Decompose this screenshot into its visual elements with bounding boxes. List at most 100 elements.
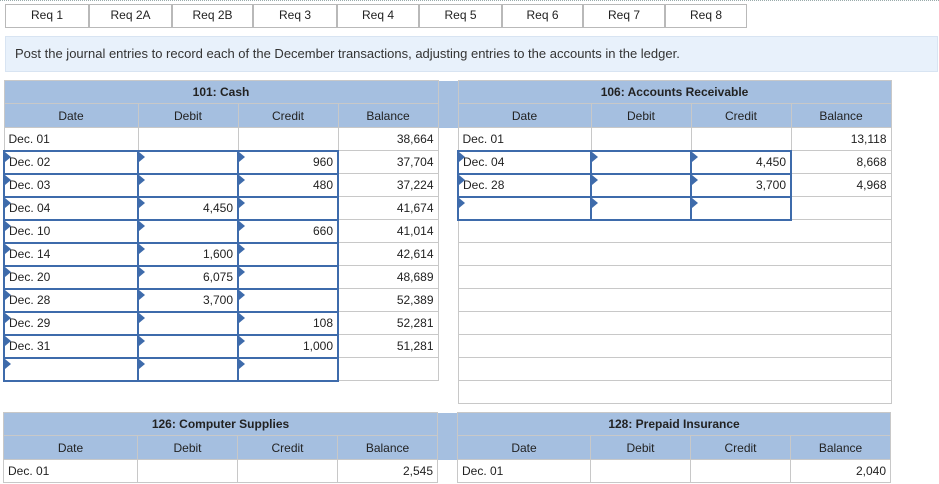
- cash-balance-header: Balance: [337, 103, 439, 128]
- insurance-balance-header: Balance: [789, 435, 892, 460]
- cash-credit-header: Credit: [237, 103, 339, 128]
- supplies-credit-header: Credit: [237, 435, 338, 460]
- tab-req-7[interactable]: Req 7: [583, 4, 665, 28]
- cash-balance: 41,014: [337, 219, 439, 243]
- tab-req-4[interactable]: Req 4: [337, 4, 419, 28]
- ar-date-input[interactable]: [457, 195, 593, 221]
- cash-date-input[interactable]: Dec. 02: [3, 149, 139, 175]
- ar-credit: [690, 127, 792, 151]
- cash-balance: 52,281: [337, 311, 439, 335]
- tab-req-8[interactable]: Req 8: [665, 4, 747, 28]
- cash-date-input[interactable]: Dec. 04: [3, 195, 139, 221]
- cash-date-input[interactable]: Dec. 31: [3, 333, 139, 359]
- table-row: [3, 356, 892, 382]
- cash-balance: 41,674: [337, 196, 439, 220]
- cash-debit-input[interactable]: 6,075: [137, 264, 239, 290]
- tab-req-6[interactable]: Req 6: [502, 4, 583, 28]
- insurance-date-header: Date: [457, 435, 591, 460]
- table-row: Dec. 20 6,075 48,689: [3, 264, 892, 290]
- table-row: Dec. 28 3,700 52,389: [3, 287, 892, 313]
- ar-balance-header: Balance: [790, 103, 892, 128]
- supplies-balance-header: Balance: [337, 435, 438, 460]
- cash-credit-input[interactable]: [237, 195, 339, 221]
- tab-req-3[interactable]: Req 3: [253, 4, 337, 28]
- ar-date-input[interactable]: Dec. 28: [457, 172, 593, 198]
- tab-req-2a[interactable]: Req 2A: [89, 4, 172, 28]
- cash-balance: 42,614: [337, 242, 439, 266]
- cash-credit-input[interactable]: [237, 264, 339, 290]
- ar-debit-input[interactable]: [590, 195, 693, 221]
- ar-date: Dec. 01: [457, 127, 592, 151]
- cash-debit-input[interactable]: [137, 149, 239, 175]
- cash-date-input[interactable]: Dec. 28: [3, 287, 139, 313]
- supplies-debit: [137, 459, 238, 483]
- ar-debit-input[interactable]: [590, 149, 693, 175]
- insurance-account-title: 128: Prepaid Insurance: [456, 412, 892, 436]
- insurance-debit-header: Debit: [590, 435, 691, 460]
- insurance-date: Dec. 01: [457, 459, 591, 483]
- cash-debit-input[interactable]: [137, 310, 239, 336]
- supplies-date: Dec. 01: [3, 459, 138, 483]
- ar-credit-input[interactable]: 3,700: [690, 172, 793, 198]
- cash-date-input[interactable]: Dec. 20: [3, 264, 139, 290]
- cash-debit-input[interactable]: [137, 333, 239, 359]
- cash-debit-input[interactable]: [137, 218, 239, 244]
- cash-date-input[interactable]: Dec. 29: [3, 310, 139, 336]
- cash-credit-input[interactable]: 480: [237, 172, 339, 198]
- cash-date-input[interactable]: [3, 356, 139, 382]
- ar-credit-input[interactable]: [690, 195, 793, 221]
- supplies-date-header: Date: [3, 435, 138, 460]
- cash-date-input[interactable]: Dec. 14: [3, 241, 139, 267]
- insurance-debit: [590, 459, 691, 483]
- supplies-balance: 2,545: [337, 459, 438, 483]
- cash-date-header: Date: [3, 103, 139, 128]
- insurance-credit: [690, 459, 791, 483]
- cash-date: Dec. 01: [3, 127, 139, 151]
- table-row: Dec. 03 480 37,224 Dec. 28 3,700 4,968: [3, 172, 892, 198]
- supplies-account-title: 126: Computer Supplies: [3, 412, 438, 436]
- table-row: Dec. 02 960 37,704 Dec. 04 4,450 8,668: [3, 149, 892, 175]
- cash-credit-input[interactable]: [237, 287, 339, 313]
- ledger-bottom: 126: Computer Supplies 128: Prepaid Insu…: [3, 412, 892, 483]
- cash-date-input[interactable]: Dec. 03: [3, 172, 139, 198]
- cash-debit: [137, 127, 239, 151]
- ar-debit-header: Debit: [590, 103, 692, 128]
- cash-debit-input[interactable]: 1,600: [137, 241, 239, 267]
- ar-balance: 13,118: [790, 127, 892, 151]
- table-row: Dec. 14 1,600 42,614: [3, 241, 892, 267]
- cash-debit-header: Debit: [137, 103, 239, 128]
- cash-credit: [237, 127, 339, 151]
- cash-balance: 51,281: [337, 334, 439, 358]
- ledger-top: 101: Cash 106: Accounts Receivable Date …: [3, 80, 892, 404]
- insurance-balance: 2,040: [789, 459, 892, 483]
- ar-credit-input[interactable]: 4,450: [690, 149, 793, 175]
- ar-date-input[interactable]: Dec. 04: [457, 149, 593, 175]
- cash-credit-input[interactable]: 960: [237, 149, 339, 175]
- ar-balance: 4,968: [790, 173, 892, 197]
- tab-req-1[interactable]: Req 1: [5, 4, 89, 28]
- table-row: Dec. 01 2,545 Dec. 01 2,040: [3, 459, 892, 483]
- cash-debit-input[interactable]: [137, 172, 239, 198]
- requirement-tabs: Req 1 Req 2A Req 2B Req 3 Req 4 Req 5 Re…: [0, 0, 939, 30]
- ar-balance: [790, 196, 892, 220]
- tab-req-2b[interactable]: Req 2B: [172, 4, 253, 28]
- table-row: Dec. 01 38,664 Dec. 01 13,118: [3, 127, 892, 151]
- cash-debit-input[interactable]: 3,700: [137, 287, 239, 313]
- ar-debit-input[interactable]: [590, 172, 693, 198]
- cash-credit-input[interactable]: 1,000: [237, 333, 339, 359]
- cash-debit-input[interactable]: [137, 356, 239, 382]
- tab-req-5[interactable]: Req 5: [419, 4, 502, 28]
- table-row: Dec. 04 4,450 41,674: [3, 195, 892, 221]
- supplies-credit: [237, 459, 338, 483]
- cash-account-title: 101: Cash: [3, 80, 439, 104]
- cash-credit-input[interactable]: 108: [237, 310, 339, 336]
- cash-credit-input[interactable]: [237, 356, 339, 382]
- cash-date-input[interactable]: Dec. 10: [3, 218, 139, 244]
- insurance-credit-header: Credit: [690, 435, 791, 460]
- table-row: Dec. 29 108 52,281: [3, 310, 892, 336]
- table-row: Dec. 10 660 41,014: [3, 218, 892, 244]
- cash-debit-input[interactable]: 4,450: [137, 195, 239, 221]
- cash-credit-input[interactable]: [237, 241, 339, 267]
- cash-balance: 48,689: [337, 265, 439, 289]
- cash-credit-input[interactable]: 660: [237, 218, 339, 244]
